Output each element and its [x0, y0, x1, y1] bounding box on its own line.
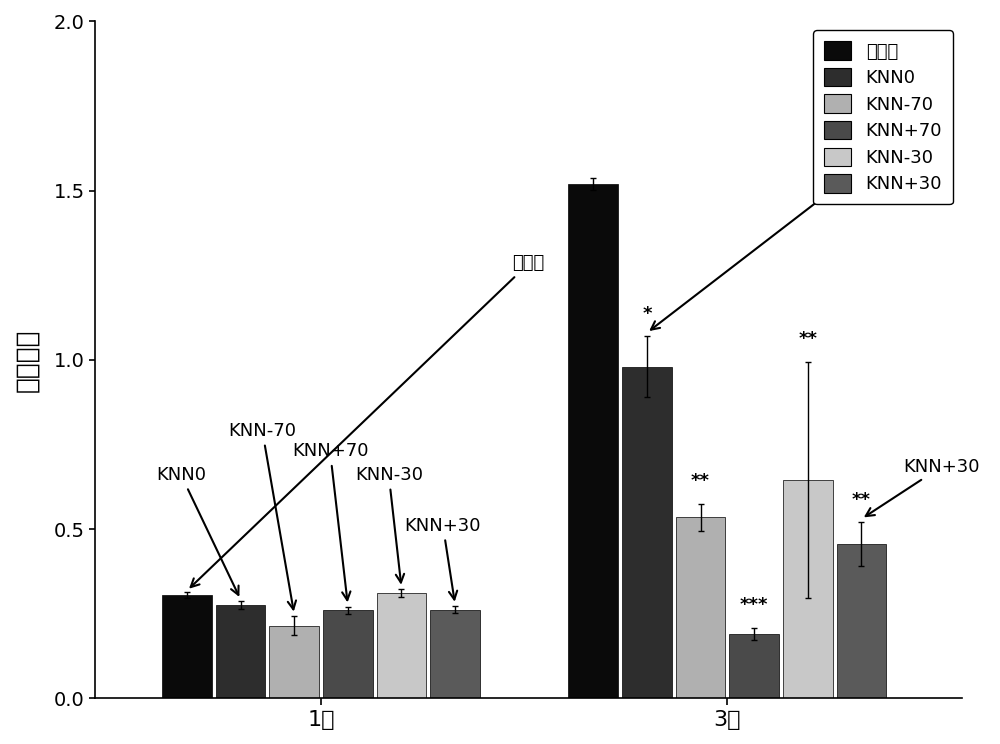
Text: KNN+30: KNN+30: [866, 458, 980, 516]
Text: KNN0: KNN0: [651, 176, 863, 330]
Bar: [676, 517, 725, 699]
Text: KNN+30: KNN+30: [405, 517, 481, 600]
Text: **: **: [691, 472, 710, 490]
Bar: [622, 367, 672, 699]
Text: ***: ***: [740, 597, 768, 615]
Bar: [837, 545, 886, 699]
Text: KNN0: KNN0: [156, 466, 239, 595]
Text: 空白板: 空白板: [191, 254, 545, 587]
Text: KNN-30: KNN-30: [355, 466, 423, 583]
Text: KNN+70: KNN+70: [292, 442, 368, 600]
Text: KNN-70: KNN-70: [228, 422, 296, 609]
Bar: [162, 595, 212, 699]
Bar: [568, 184, 618, 699]
Bar: [377, 594, 426, 699]
Bar: [783, 480, 833, 699]
Bar: [269, 626, 319, 699]
Y-axis label: 细胞活性: 细胞活性: [14, 328, 40, 391]
Bar: [430, 609, 480, 699]
Bar: [323, 610, 373, 699]
Bar: [729, 634, 779, 699]
Text: **: **: [798, 330, 817, 348]
Text: *: *: [642, 304, 652, 323]
Legend: 空白板, KNN0, KNN-70, KNN+70, KNN-30, KNN+30: 空白板, KNN0, KNN-70, KNN+70, KNN-30, KNN+3…: [813, 31, 953, 205]
Bar: [216, 605, 265, 699]
Text: **: **: [852, 491, 871, 509]
